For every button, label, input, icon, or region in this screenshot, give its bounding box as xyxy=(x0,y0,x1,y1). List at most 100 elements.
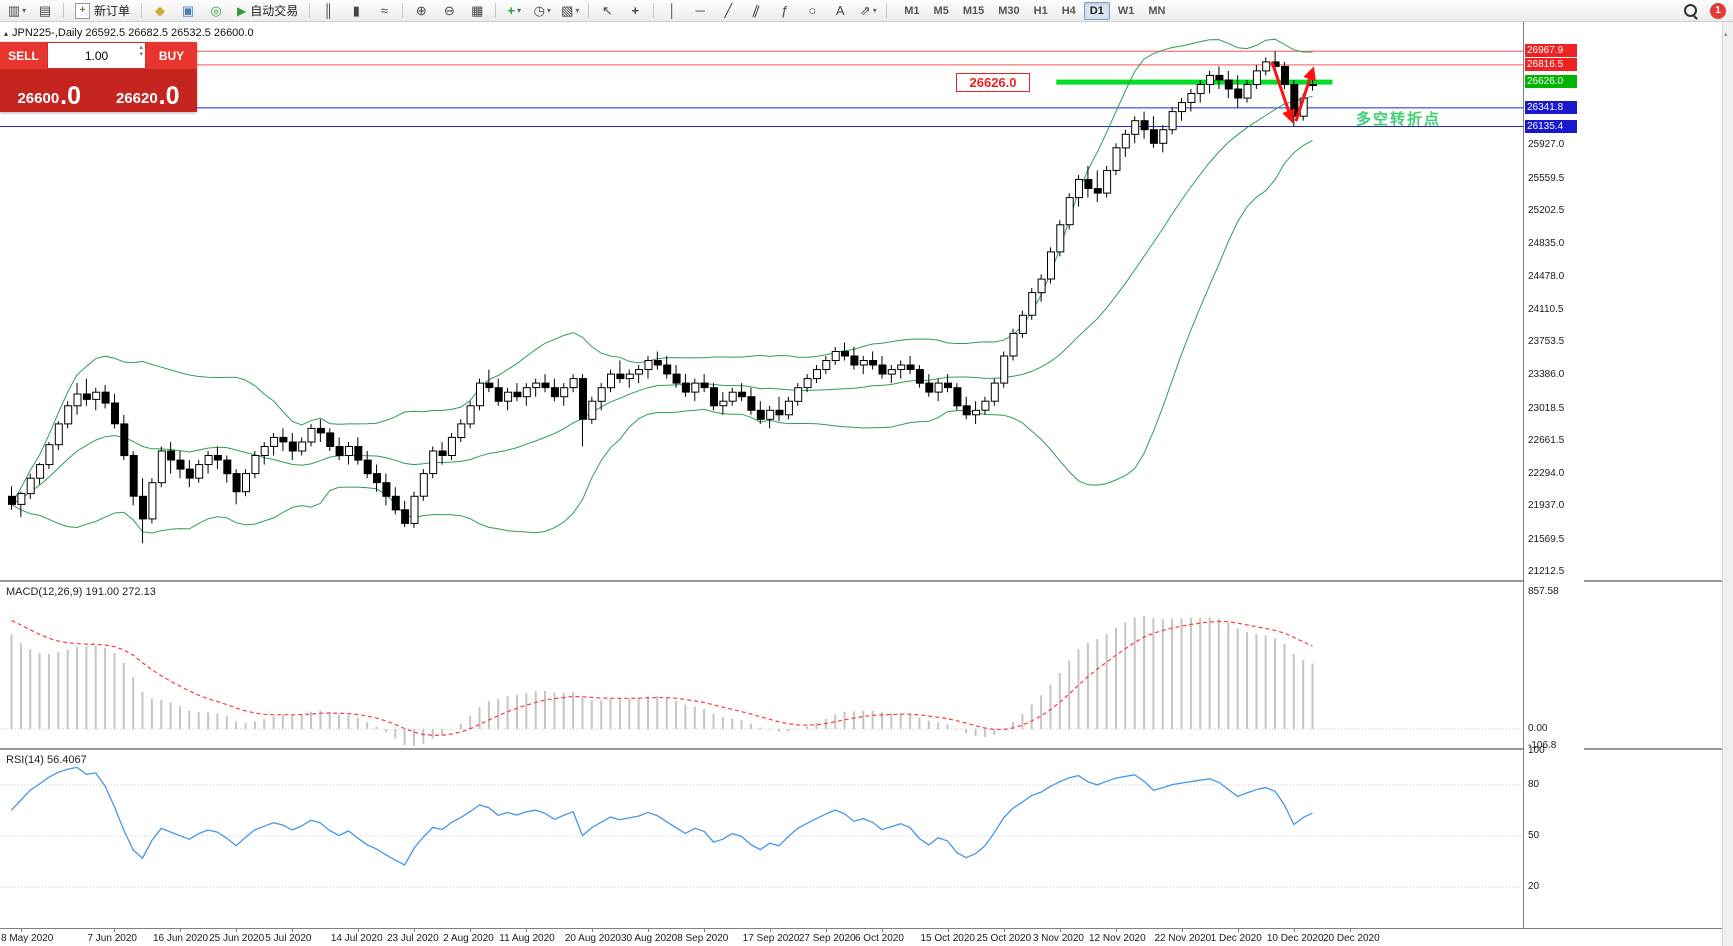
time-axis-tick xyxy=(236,929,238,932)
data-window-button[interactable]: ▣ xyxy=(175,0,201,22)
chart-bars-button[interactable]: ║ xyxy=(315,0,341,22)
auto-trading-play-icon: ▶ xyxy=(237,3,247,18)
axis-date-label: 30 Aug 2020 xyxy=(620,933,678,944)
volume-value[interactable]: 1.00 xyxy=(84,48,109,63)
horizontal-line-icon: ─ xyxy=(695,3,705,18)
time-axis-tick xyxy=(179,929,181,932)
axis-price-label: 23753.5 xyxy=(1528,336,1565,348)
auto-trading-button[interactable]: ▶ 自动交易 xyxy=(231,0,304,22)
axis-date-label: 14 Jul 2020 xyxy=(330,933,383,944)
timeframe-group: M1 M5 M15 M30 H1 H4 D1 W1 MN xyxy=(897,1,1172,20)
fibonacci-button[interactable]: ƒ xyxy=(771,0,797,22)
macd-axis-label: 857.58 xyxy=(1528,585,1559,597)
axis-date-label: 10 Dec 2020 xyxy=(1266,933,1324,944)
time-axis-tick xyxy=(1181,929,1183,932)
toolbar-separator xyxy=(588,3,590,18)
time-axis[interactable]: 8 May 2020 7 Jun 2020 16 Jun 2020 25 Jun 20… xyxy=(0,928,1723,946)
time-axis-tick xyxy=(413,929,415,932)
toolbar-separator xyxy=(402,3,404,18)
axis-date-label: 7 Jun 2020 xyxy=(87,933,137,944)
rsi-label: RSI(14) 56.4067 xyxy=(6,754,87,766)
main-chart-canvas[interactable] xyxy=(0,22,1523,580)
timeframe-h1[interactable]: H1 xyxy=(1033,4,1048,17)
zoom-in-button[interactable]: ⊕ xyxy=(408,0,434,22)
new-chart-button[interactable]: ▥ ▾ xyxy=(4,0,30,22)
volume-down-icon[interactable]: ▾ xyxy=(139,51,143,58)
axis-price-label: 24110.5 xyxy=(1528,303,1564,315)
auto-trading-label: 自动交易 xyxy=(250,3,299,18)
one-click-collapse-icon[interactable]: ▴ xyxy=(4,28,9,38)
channel-button[interactable]: ∥ xyxy=(743,0,769,22)
text-tool-button[interactable]: A xyxy=(827,0,853,22)
arrows-tool-button[interactable]: ⇗ ▾ xyxy=(855,0,881,22)
toolbar-separator xyxy=(309,3,311,18)
axis-date-label: 22 Nov 2020 xyxy=(1154,933,1212,944)
new-order-button[interactable]: + 新订单 xyxy=(69,0,136,22)
tile-windows-button[interactable]: ▦ xyxy=(464,0,490,22)
axis-line-price-tag: 26626.0 xyxy=(1525,75,1577,89)
macd-canvas[interactable] xyxy=(0,582,1523,748)
axis-price-label: 25927.0 xyxy=(1528,139,1565,151)
zoom-out-button[interactable]: ⊖ xyxy=(436,0,462,22)
chart-line-button[interactable]: ≈ xyxy=(371,0,397,22)
volume-field[interactable]: 1.00 ▴ ▾ xyxy=(47,42,146,69)
periods-caret-icon: ▾ xyxy=(546,5,551,15)
tile-windows-icon: ▦ xyxy=(471,3,484,18)
buy-price[interactable]: 26620.0 xyxy=(99,69,198,112)
shapes-button[interactable]: ○ xyxy=(799,0,825,22)
horizontal-line-button[interactable]: ─ xyxy=(687,0,713,22)
toolbar-separator xyxy=(653,3,655,18)
right-scrollbar[interactable]: ▴ xyxy=(1722,22,1733,946)
timeframe-m15[interactable]: M15 xyxy=(962,4,985,17)
time-axis-tick xyxy=(1349,929,1351,932)
navigator-icon: ◎ xyxy=(210,3,222,18)
timeframe-m5[interactable]: M5 xyxy=(933,4,949,17)
templates-button[interactable]: ▧ ▾ xyxy=(557,0,583,22)
one-click-buttons-row: SELL 1.00 ▴ ▾ BUY xyxy=(0,42,197,69)
rsi-splitter[interactable] xyxy=(0,748,1723,750)
timeframe-w1[interactable]: W1 xyxy=(1117,4,1135,17)
buy-button[interactable]: BUY xyxy=(146,42,197,69)
trendline-button[interactable]: ╱ xyxy=(715,0,741,22)
timeframe-h4[interactable]: H4 xyxy=(1061,4,1076,17)
time-axis-tick xyxy=(526,929,528,932)
time-axis-tick xyxy=(1003,929,1005,932)
search-button[interactable] xyxy=(1677,0,1703,22)
chart-candles-button[interactable]: ▮ xyxy=(343,0,369,22)
macd-splitter[interactable] xyxy=(0,580,1723,582)
vertical-line-button[interactable]: │ xyxy=(659,0,685,22)
axis-date-label: 16 Jun 2020 xyxy=(152,933,209,944)
pivot-price-label[interactable]: 26626.0 xyxy=(956,73,1030,92)
crosshair-button[interactable]: + xyxy=(622,0,648,22)
axis-date-label: 17 Sep 2020 xyxy=(742,933,800,944)
notification-badge[interactable]: 1 xyxy=(1710,2,1726,19)
rsi-canvas[interactable] xyxy=(0,750,1523,928)
price-axis[interactable]: 25927.0 25559.5 25202.5 24835.0 24478.0 24110… xyxy=(1523,22,1584,928)
one-click-prices-row: 26600.0 26620.0 xyxy=(0,69,197,112)
profiles-button[interactable]: ▤ xyxy=(32,0,58,22)
scroll-arrow-icon[interactable]: ▴ xyxy=(1724,31,1728,38)
chart-bars-icon: ║ xyxy=(323,3,333,18)
periods-button[interactable]: ◷ ▾ xyxy=(529,0,555,22)
timeframe-m1[interactable]: M1 xyxy=(904,4,920,17)
rsi-axis-label: 100 xyxy=(1528,745,1545,756)
cursor-button[interactable]: ↖ xyxy=(594,0,620,22)
toolbar-separator xyxy=(63,3,64,18)
vertical-line-icon: │ xyxy=(668,3,677,18)
sell-button[interactable]: SELL xyxy=(0,42,47,69)
time-axis-tick xyxy=(704,929,706,932)
rsi-axis-label: 20 xyxy=(1528,881,1540,892)
timeframe-d1[interactable]: D1 xyxy=(1083,1,1110,20)
timeframe-mn[interactable]: MN xyxy=(1148,4,1166,17)
sell-price[interactable]: 26600.0 xyxy=(0,69,99,112)
templates-icon: ▧ xyxy=(561,3,574,18)
pivot-note-text[interactable]: 多空转折点 xyxy=(1356,111,1442,128)
add-indicator-button[interactable]: + ▾ xyxy=(501,0,527,22)
market-watch-button[interactable]: ◆ xyxy=(147,0,173,22)
volume-up-icon[interactable]: ▴ xyxy=(139,44,143,51)
axis-line-price-tag: 26967.9 xyxy=(1525,44,1577,58)
macd-label: MACD(12,26,9) 191.00 272.13 xyxy=(6,586,156,598)
navigator-button[interactable]: ◎ xyxy=(203,0,229,22)
timeframe-m30[interactable]: M30 xyxy=(998,4,1020,17)
